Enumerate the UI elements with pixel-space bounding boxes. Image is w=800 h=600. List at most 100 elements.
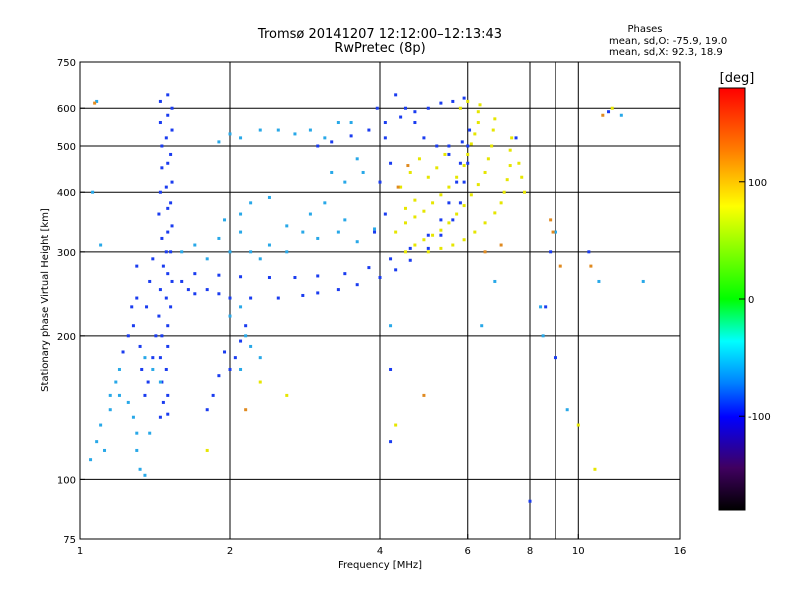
data-point — [151, 356, 155, 360]
data-point — [373, 230, 377, 234]
data-point — [276, 296, 280, 300]
data-point — [166, 230, 170, 234]
data-point — [394, 230, 398, 234]
data-point — [316, 291, 320, 295]
data-point — [114, 380, 118, 384]
data-point — [593, 467, 597, 471]
data-point — [399, 115, 403, 119]
data-point — [316, 236, 320, 240]
data-point — [89, 458, 93, 462]
data-point — [431, 233, 435, 237]
data-point — [151, 367, 155, 371]
data-point — [131, 324, 135, 328]
data-point — [343, 272, 347, 276]
data-point — [508, 148, 512, 152]
data-point — [458, 201, 462, 205]
data-point — [293, 132, 297, 136]
stats-o-line: mean, sd,O: -75.9, 19.0 — [609, 36, 727, 47]
data-point — [394, 93, 398, 97]
data-point — [169, 152, 173, 156]
data-point — [413, 121, 417, 125]
data-point — [455, 180, 459, 184]
data-point — [166, 412, 170, 416]
y-tick-label: 750 — [57, 58, 76, 69]
data-point — [164, 296, 168, 300]
data-point — [403, 221, 407, 225]
data-point — [517, 161, 521, 165]
data-point — [158, 380, 162, 384]
data-point — [447, 185, 451, 189]
x-tick-label: 4 — [377, 546, 383, 557]
data-point — [597, 279, 601, 283]
data-point — [239, 212, 243, 216]
data-point — [121, 350, 125, 354]
data-point — [223, 350, 227, 354]
data-point — [233, 356, 237, 360]
data-point — [361, 170, 365, 174]
x-tick-label: 1 — [77, 546, 83, 557]
data-point — [316, 274, 320, 278]
data-point — [466, 152, 470, 156]
data-point — [403, 250, 407, 254]
data-point — [349, 134, 353, 138]
data-point — [553, 230, 557, 234]
data-point — [170, 279, 174, 283]
y-tick-label: 500 — [57, 142, 76, 153]
data-point — [166, 206, 170, 210]
data-point — [451, 218, 455, 222]
data-point — [539, 305, 543, 309]
data-point — [462, 238, 466, 242]
data-point — [166, 272, 170, 276]
data-point — [95, 99, 99, 103]
data-point — [258, 356, 262, 360]
data-point — [164, 136, 168, 140]
data-point — [169, 250, 173, 254]
data-point — [180, 279, 184, 283]
data-point — [493, 117, 497, 121]
y-tick-label: 400 — [57, 188, 76, 199]
data-point — [158, 356, 162, 360]
data-point — [170, 128, 174, 132]
data-point — [466, 144, 470, 148]
data-point — [443, 152, 447, 156]
data-point — [126, 334, 130, 338]
data-point — [505, 178, 509, 182]
data-point — [138, 344, 142, 348]
data-point — [508, 164, 512, 168]
data-point — [135, 448, 139, 452]
data-point — [451, 243, 455, 247]
data-point — [108, 393, 112, 397]
data-point — [462, 96, 466, 100]
data-point — [343, 180, 347, 184]
data-point — [589, 264, 593, 268]
data-point — [435, 166, 439, 170]
data-point — [154, 334, 158, 338]
data-point — [383, 212, 387, 216]
data-point — [166, 324, 170, 328]
data-point — [258, 128, 262, 132]
data-point — [514, 136, 518, 140]
data-point — [641, 279, 645, 283]
data-point — [439, 193, 443, 197]
data-point — [108, 408, 112, 412]
data-point — [607, 110, 611, 114]
data-point — [473, 230, 477, 234]
data-point — [544, 305, 548, 309]
data-point — [244, 324, 248, 328]
data-point — [166, 344, 170, 348]
data-point — [483, 170, 487, 174]
data-point — [510, 136, 514, 140]
data-point — [170, 106, 174, 110]
data-point — [343, 218, 347, 222]
data-point — [193, 243, 197, 247]
data-point — [145, 305, 149, 309]
data-point — [239, 367, 243, 371]
data-point — [151, 257, 155, 261]
data-point — [355, 283, 359, 287]
data-point — [166, 113, 170, 117]
data-point — [549, 218, 553, 222]
data-point — [336, 288, 340, 292]
data-point — [466, 161, 470, 165]
data-point — [186, 288, 190, 292]
data-point — [239, 339, 243, 343]
